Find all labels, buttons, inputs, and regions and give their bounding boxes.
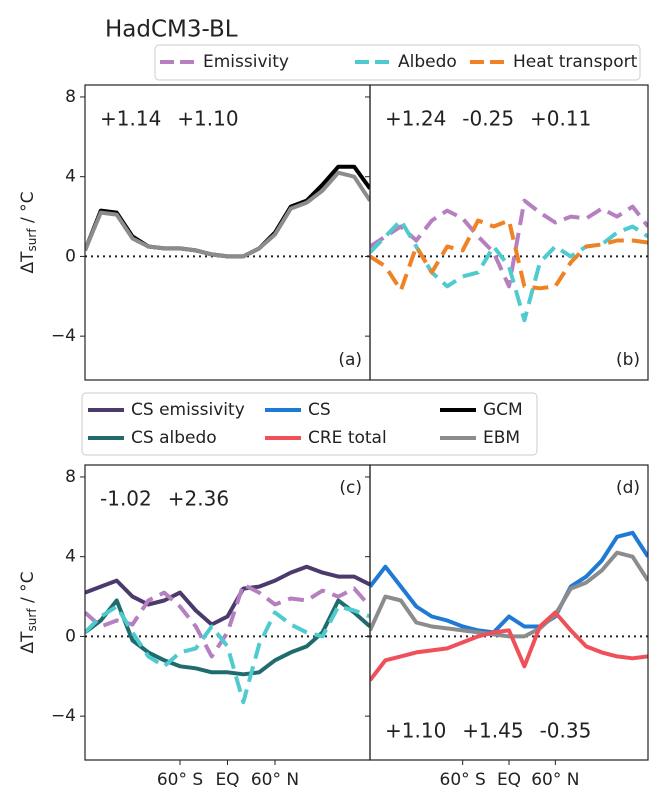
plot-frame — [369, 84, 649, 381]
annotation: -0.35 — [540, 719, 592, 743]
annotation: +2.36 — [168, 487, 229, 511]
x-tick-label: EQ — [215, 770, 239, 790]
annotation: -1.02 — [100, 487, 152, 511]
y-tick-label: −4 — [51, 706, 76, 726]
panel-label: (b) — [616, 350, 640, 370]
y-label-rest: / °C — [18, 572, 38, 609]
legend-middle — [81, 392, 538, 456]
annotation: +1.14 — [100, 107, 161, 131]
panel-label: (a) — [338, 350, 362, 370]
x-tick-label: 60° S — [157, 770, 203, 790]
y-tick-label: 0 — [65, 246, 76, 266]
y-label-main: ΔT — [18, 631, 38, 654]
legend-label: CS — [308, 400, 331, 420]
series-line — [370, 610, 648, 682]
annotation: +0.11 — [530, 107, 591, 131]
y-axis-label: ΔTsurf / °C — [18, 192, 39, 274]
series-line — [370, 550, 648, 639]
annotation: +1.24 — [385, 107, 446, 131]
legend-label: Heat transport — [513, 52, 638, 72]
y-tick-label: 8 — [65, 467, 76, 487]
series-line — [370, 530, 648, 635]
series-line — [85, 582, 370, 659]
annotation: -0.25 — [462, 107, 514, 131]
x-tick-label: 60° S — [440, 770, 486, 790]
series-line — [370, 218, 648, 293]
x-tick-label: EQ — [497, 770, 521, 790]
y-tick-label: 0 — [65, 626, 76, 646]
y-label-rest: / °C — [18, 192, 38, 229]
figure-title: HadCM3-BL — [105, 17, 238, 43]
series-line — [370, 198, 648, 289]
y-label-sub: surf — [25, 228, 39, 252]
annotation: +1.10 — [385, 719, 446, 743]
legend-top — [154, 44, 641, 81]
legend-label: CS albedo — [131, 428, 217, 448]
panel-label: (c) — [339, 478, 362, 498]
plot-frame — [369, 464, 649, 761]
series-line — [85, 164, 370, 259]
x-tick-label: 60° N — [531, 770, 579, 790]
panel-label: (d) — [616, 478, 640, 498]
y-tick-label: −4 — [51, 326, 76, 346]
y-tick-label: 4 — [65, 547, 76, 567]
y-tick-label: 8 — [65, 87, 76, 107]
legend-label: EBM — [483, 428, 520, 448]
legend-label: CRE total — [308, 428, 387, 448]
annotation: +1.45 — [462, 719, 523, 743]
legend-label: Emissivity — [203, 52, 289, 72]
y-axis-label: ΔTsurf / °C — [18, 572, 39, 654]
series-line — [85, 564, 370, 627]
legend-label: CS emissivity — [131, 400, 245, 420]
y-label-main: ΔT — [18, 251, 38, 274]
series-line — [370, 218, 648, 323]
y-tick-label: 4 — [65, 167, 76, 187]
legend-label: Albedo — [398, 52, 457, 72]
x-tick-label: 60° N — [251, 770, 299, 790]
annotation: +1.10 — [177, 107, 238, 131]
y-label-sub: surf — [25, 608, 39, 632]
series-line — [85, 604, 370, 705]
legend-label: GCM — [483, 400, 523, 420]
series-line — [85, 170, 370, 259]
